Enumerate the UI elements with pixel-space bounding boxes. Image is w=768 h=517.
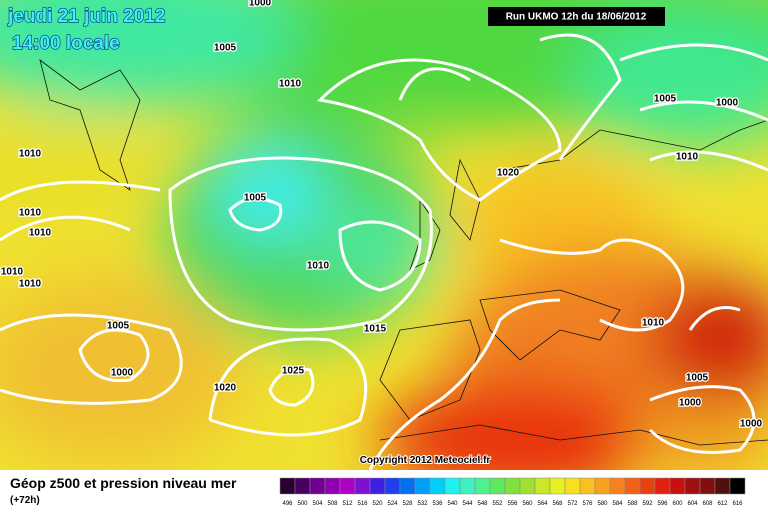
legend-level-label: 588 — [627, 501, 638, 507]
legend-level-label: 500 — [297, 501, 308, 507]
isobar-label: 1000 — [716, 98, 739, 109]
legend-cell — [369, 477, 386, 495]
legend-level-label: 528 — [402, 501, 413, 507]
legend-level-label: 564 — [537, 501, 548, 507]
legend-level-label: 556 — [507, 501, 518, 507]
legend-level-label: 544 — [462, 501, 473, 507]
legend-cell — [624, 477, 641, 495]
isobar-label: 1010 — [29, 228, 52, 239]
isobar-label: 1010 — [676, 152, 699, 163]
copyright: Copyright 2012 Meteociel.fr — [360, 455, 491, 466]
legend-level-label: 572 — [567, 501, 578, 507]
legend-cell — [714, 477, 731, 495]
legend-cell — [459, 477, 476, 495]
footer-title: Géop z500 et pression niveau mer — [10, 475, 237, 491]
isobar-label: 1000 — [249, 0, 272, 9]
legend-cell — [684, 477, 701, 495]
isobar-label: 1020 — [214, 383, 237, 394]
legend-level-label: 508 — [327, 501, 338, 507]
legend-cell — [549, 477, 566, 495]
isobar-label: 1000 — [111, 368, 134, 379]
legend-cell — [699, 477, 716, 495]
run-box — [488, 7, 665, 26]
isobar-label: 1010 — [307, 261, 330, 272]
legend-cell — [564, 477, 581, 495]
legend-cell — [504, 477, 521, 495]
isobar-label: 1010 — [279, 79, 302, 90]
run-label: Run UKMO 12h du 18/06/2012 — [506, 12, 647, 23]
legend-cell — [654, 477, 671, 495]
legend-cell — [609, 477, 626, 495]
color-legend: 496 500 504 508 512 516 520 524 528 532 536 540 544 5… — [279, 477, 746, 507]
map — [0, 0, 768, 470]
isobar-label: 1000 — [679, 398, 702, 409]
legend-level-label: 580 — [597, 501, 608, 507]
legend-cell — [669, 477, 686, 495]
isobar-label: 1010 — [642, 318, 665, 329]
isobar-label: 1015 — [364, 324, 387, 335]
legend-level-label: 548 — [477, 501, 488, 507]
footer-lead: (+72h) — [10, 495, 40, 506]
isobar-label: 1010 — [19, 149, 42, 160]
legend-cell — [354, 477, 371, 495]
isobar-labels: 1000100510101010101010101010101010051010… — [0, 0, 764, 431]
legend-level-label: 516 — [357, 501, 368, 507]
isobar-label: 1010 — [1, 267, 24, 278]
legend-cell — [399, 477, 416, 495]
legend-level-label: 560 — [522, 501, 533, 507]
legend-cell — [519, 477, 536, 495]
legend-cell — [339, 477, 356, 495]
isobar-label: 1005 — [107, 321, 130, 332]
legend-cell — [594, 477, 611, 495]
legend-level-label: 576 — [582, 501, 593, 507]
legend-cell — [309, 477, 326, 495]
isobar-label: 1005 — [686, 373, 709, 384]
legend-level-label: 504 — [312, 501, 323, 507]
legend-level-label: 524 — [387, 501, 398, 507]
legend-level-label: 536 — [432, 501, 443, 507]
legend-cell — [489, 477, 506, 495]
legend-level-label: 596 — [657, 501, 668, 507]
isobar-label: 1000 — [740, 419, 763, 430]
legend-level-label: 584 — [612, 501, 623, 507]
legend-level-label: 512 — [342, 501, 353, 507]
legend-level-label: 604 — [687, 501, 698, 507]
isobar-label: 1020 — [497, 168, 520, 179]
legend-level-label: 520 — [372, 501, 383, 507]
legend-cell — [414, 477, 431, 495]
legend-cell — [729, 477, 746, 495]
legend-level-label: 592 — [642, 501, 653, 507]
legend-cell — [579, 477, 596, 495]
legend-cell — [444, 477, 461, 495]
isobar-label: 1005 — [244, 193, 267, 204]
legend-level-label: 540 — [447, 501, 458, 507]
legend-level-label: 568 — [552, 501, 563, 507]
legend-cell — [324, 477, 341, 495]
legend-level-label: 496 — [282, 501, 293, 507]
legend-cell — [639, 477, 656, 495]
time-title: 14:00 locale — [12, 33, 120, 54]
legend-level-label: 552 — [492, 501, 503, 507]
isobar-label: 1005 — [214, 43, 237, 54]
legend-level-label: 616 — [732, 501, 743, 507]
legend-level-label: 608 — [702, 501, 713, 507]
legend-level-label: 612 — [717, 501, 728, 507]
date-title: jeudi 21 juin 2012 — [7, 6, 165, 27]
legend-cell — [294, 477, 311, 495]
isobar-label: 1025 — [282, 366, 305, 377]
legend-cell — [279, 477, 296, 495]
isobar-label: 1005 — [654, 94, 677, 105]
legend-cell — [384, 477, 401, 495]
isobar-label: 1010 — [19, 208, 42, 219]
legend-level-label: 600 — [672, 501, 683, 507]
legend-level-label: 532 — [417, 501, 428, 507]
legend-cell — [534, 477, 551, 495]
isobar-label: 1010 — [19, 279, 42, 290]
legend-cell — [474, 477, 491, 495]
legend-cell — [429, 477, 446, 495]
